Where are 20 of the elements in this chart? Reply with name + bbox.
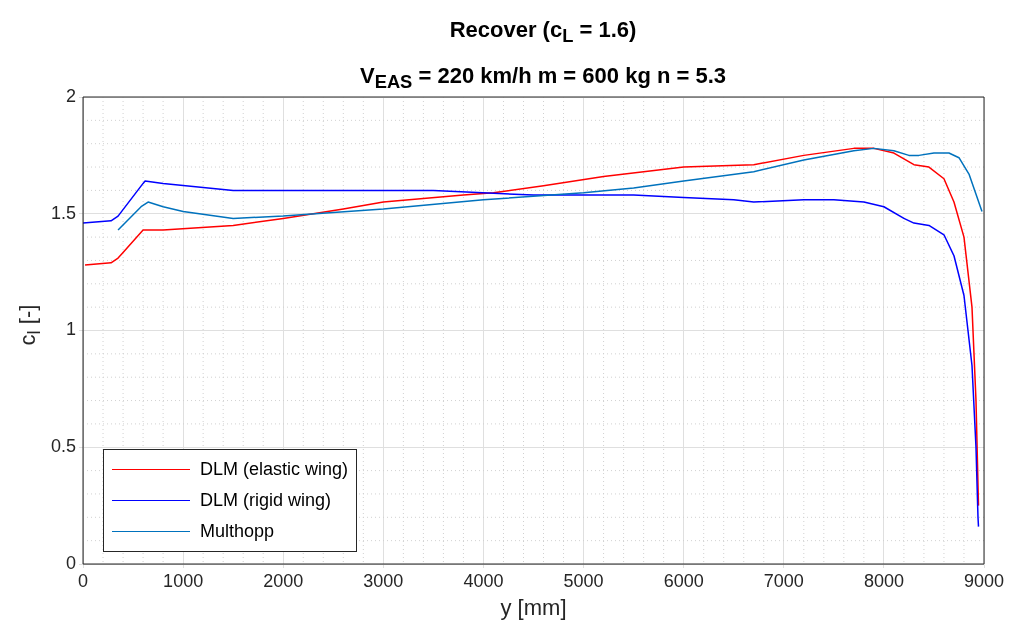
legend-label: DLM (rigid wing) <box>200 490 332 511</box>
y-tick-label: 1 <box>66 319 77 340</box>
y-tick-label: 1.5 <box>50 202 77 223</box>
x-tick-label: 9000 <box>963 570 1005 591</box>
legend-label: Multhopp <box>200 521 275 542</box>
x-tick-label: 1000 <box>163 570 204 591</box>
x-tick-label: 4000 <box>463 570 504 591</box>
chart-title: Recover (c$_{L}$ = 1.6) <box>448 16 638 49</box>
x-tick-label: 2000 <box>263 570 304 591</box>
legend-label: DLM (elastic wing) <box>200 459 349 480</box>
x-axis-title: y [mm] <box>500 594 567 620</box>
x-tick-label: 6000 <box>663 570 704 591</box>
y-tick-label: 0 <box>66 552 77 573</box>
x-tick-label: 5000 <box>563 570 604 591</box>
x-tick-label: 7000 <box>763 570 804 591</box>
chart-subtitle: V$_{EAS}$ = 220 km/h m = 600 kg n = 5.3 <box>358 62 728 95</box>
x-tick-label: 3000 <box>363 570 404 591</box>
x-tick-label: 8000 <box>863 570 904 591</box>
y-tick-label: 2 <box>66 85 77 106</box>
y-tick-label: 0.5 <box>50 436 77 457</box>
